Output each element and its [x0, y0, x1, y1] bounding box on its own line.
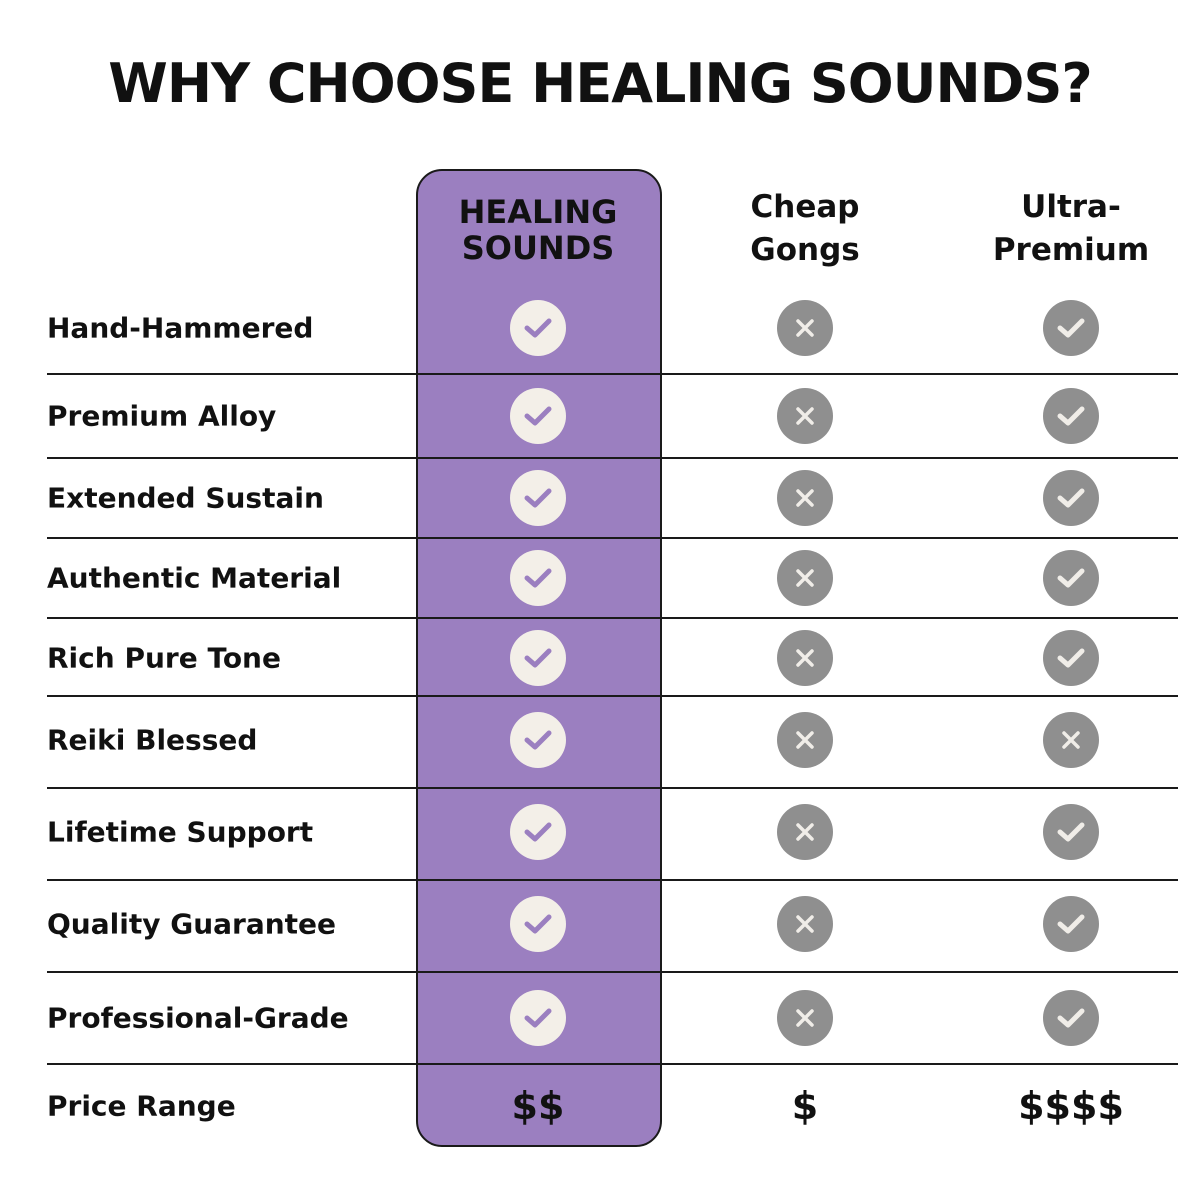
row-divider	[47, 617, 1178, 619]
feature-label: Premium Alloy	[47, 399, 277, 433]
price-value: $	[791, 1084, 819, 1128]
row-divider	[47, 457, 1178, 459]
check-icon	[1043, 804, 1099, 860]
cross-icon	[777, 804, 833, 860]
feature-label: Hand-Hammered	[47, 311, 314, 345]
check-icon	[510, 804, 566, 860]
cross-icon	[777, 712, 833, 768]
check-icon	[510, 388, 566, 444]
feature-label: Rich Pure Tone	[47, 641, 281, 675]
check-icon	[1043, 896, 1099, 952]
feature-label: Quality Guarantee	[47, 907, 337, 941]
check-icon	[1043, 990, 1099, 1046]
cross-icon	[777, 550, 833, 606]
check-icon	[510, 712, 566, 768]
check-icon	[510, 300, 566, 356]
feature-label: Extended Sustain	[47, 481, 324, 515]
page-title: WHY CHOOSE HEALING SOUNDS?	[108, 52, 1092, 115]
check-icon	[510, 990, 566, 1046]
cross-icon	[777, 990, 833, 1046]
price-value: $$	[511, 1084, 565, 1128]
check-icon	[510, 896, 566, 952]
feature-label: Reiki Blessed	[47, 723, 258, 757]
check-icon	[510, 630, 566, 686]
feature-label: Professional-Grade	[47, 1001, 349, 1035]
column-header-healing-sounds: HEALING SOUNDS	[458, 193, 618, 267]
row-divider	[47, 879, 1178, 881]
row-divider	[47, 537, 1178, 539]
feature-label: Authentic Material	[47, 561, 342, 595]
column-header-ultra-premium: Ultra-Premium	[992, 189, 1150, 268]
cross-icon	[777, 896, 833, 952]
row-divider	[47, 1063, 1178, 1065]
feature-label-price: Price Range	[47, 1089, 236, 1123]
check-icon	[1043, 388, 1099, 444]
check-icon	[1043, 550, 1099, 606]
cross-icon	[777, 388, 833, 444]
cross-icon	[777, 470, 833, 526]
row-divider	[47, 695, 1178, 697]
check-icon	[510, 470, 566, 526]
row-divider	[47, 787, 1178, 789]
check-icon	[510, 550, 566, 606]
cross-icon	[777, 300, 833, 356]
row-divider	[47, 971, 1178, 973]
cross-icon	[1043, 712, 1099, 768]
check-icon	[1043, 300, 1099, 356]
check-icon	[1043, 630, 1099, 686]
feature-label: Lifetime Support	[47, 815, 314, 849]
column-header-cheap-gongs: Cheap Gongs	[750, 189, 860, 268]
price-value: $$$$	[1018, 1084, 1124, 1128]
cross-icon	[777, 630, 833, 686]
check-icon	[1043, 470, 1099, 526]
row-divider	[47, 373, 1178, 375]
